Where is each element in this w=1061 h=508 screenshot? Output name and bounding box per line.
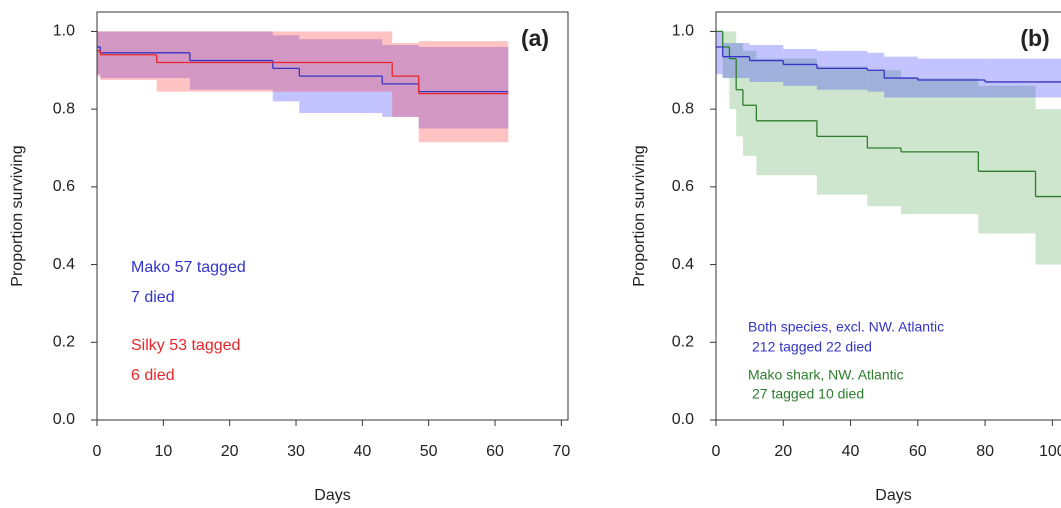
confidence-band xyxy=(382,45,419,117)
y-axis-title: Proportion surviving xyxy=(631,145,648,286)
confidence-band xyxy=(418,46,509,129)
legend-label: Both species, excl. NW. Atlantic xyxy=(748,319,944,335)
confidence-band xyxy=(392,43,419,117)
confidence-band xyxy=(1035,109,1061,265)
legend-detail: 27 tagged 10 died xyxy=(752,386,864,402)
y-tick-label: 0.4 xyxy=(672,256,694,273)
confidence-band xyxy=(756,58,817,176)
y-tick-label: 0.2 xyxy=(53,334,75,351)
plot-area xyxy=(97,31,509,143)
confidence-band xyxy=(816,50,868,90)
panel-label: (b) xyxy=(1020,25,1049,51)
confidence-band xyxy=(97,31,101,77)
y-tick-label: 0.4 xyxy=(53,256,75,273)
x-tick-label: 10 xyxy=(154,443,172,460)
plot-frame xyxy=(715,11,1061,421)
panel-label: (a) xyxy=(521,25,549,51)
confidence-band xyxy=(742,50,757,156)
y-tick-label: 0.8 xyxy=(53,100,75,117)
y-tick-label: 0.0 xyxy=(672,411,694,428)
legend-label: Mako shark, NW. Atlantic xyxy=(748,367,904,383)
x-tick-label: 100 xyxy=(1039,443,1061,460)
confidence-band xyxy=(749,45,784,82)
confidence-band xyxy=(867,70,901,207)
x-tick-label: 40 xyxy=(842,443,860,460)
y-tick-label: 0.0 xyxy=(53,411,75,428)
x-axis-title: Days xyxy=(875,487,911,504)
y-axis-title: Proportion surviving xyxy=(9,145,26,286)
confidence-band xyxy=(716,31,723,75)
plot-frame xyxy=(96,11,569,421)
confidence-band xyxy=(783,48,817,86)
legend-label: Mako 57 tagged xyxy=(131,259,246,276)
x-tick-label: 40 xyxy=(353,443,371,460)
confidence-band xyxy=(816,66,868,195)
confidence-band xyxy=(985,58,1061,98)
confidence-band xyxy=(156,31,393,92)
y-tick-label: 0.8 xyxy=(672,100,694,117)
x-axis-title: Days xyxy=(314,487,350,504)
confidence-band xyxy=(917,58,986,98)
x-tick-label: 20 xyxy=(221,443,239,460)
panel: 0.0 0.2 0.4 0.6 0.8 1.0 0 10 20 30 40 50 60 70 Days Pro… xyxy=(9,11,570,504)
x-tick-label: 20 xyxy=(774,443,792,460)
y-tick-label: 0.6 xyxy=(672,178,694,195)
x-tick-label: 60 xyxy=(486,443,504,460)
x-tick-label: 0 xyxy=(712,443,721,460)
y-tick-label: 0.6 xyxy=(53,178,75,195)
legend-detail: 212 tagged 22 died xyxy=(752,339,872,355)
confidence-band xyxy=(722,31,730,79)
legend-detail: 7 died xyxy=(131,289,175,306)
y-tick-label: 1.0 xyxy=(53,23,75,40)
y-tick-label: 1.0 xyxy=(672,23,694,40)
y-tick-label: 0.2 xyxy=(672,334,694,351)
panel: 0.0 0.2 0.4 0.6 0.8 1.0 0 20 40 60 80 100 Days Propor… xyxy=(631,11,1061,504)
x-tick-label: 80 xyxy=(976,443,994,460)
confidence-band xyxy=(884,56,918,98)
x-tick-label: 60 xyxy=(909,443,927,460)
confidence-band xyxy=(97,31,101,75)
legend-detail: 6 died xyxy=(131,367,175,384)
confidence-band xyxy=(729,31,737,110)
legend-label: Silky 53 tagged xyxy=(131,337,240,354)
x-tick-label: 0 xyxy=(93,443,102,460)
confidence-band xyxy=(978,85,1036,234)
confidence-band xyxy=(100,31,157,80)
confidence-band xyxy=(901,78,979,215)
plot-area xyxy=(716,30,1061,265)
x-tick-label: 70 xyxy=(552,443,570,460)
x-tick-label: 50 xyxy=(420,443,438,460)
confidence-band xyxy=(867,52,885,92)
x-tick-label: 30 xyxy=(287,443,305,460)
